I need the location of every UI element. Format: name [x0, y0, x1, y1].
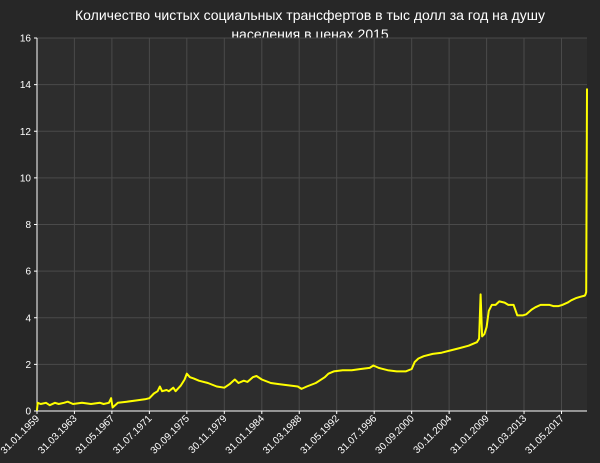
x-tick-label: 31.07.1971 [111, 413, 154, 456]
y-tick-label: 16 [20, 34, 32, 45]
y-tick-label: 8 [25, 220, 31, 231]
y-tick-label: 10 [20, 173, 32, 184]
x-tick-label: 30.09.2000 [374, 413, 417, 456]
x-tick-label: 31.03.1963 [36, 413, 79, 456]
x-tick-label: 31.01.1984 [224, 413, 267, 456]
x-tick-label: 31.01.1959 [0, 413, 42, 456]
y-tick-label: 12 [20, 127, 32, 138]
x-tick-label: 31.01.2009 [449, 413, 492, 456]
x-tick-label: 31.05.1992 [299, 413, 342, 456]
series-line [36, 88, 588, 411]
y-tick-label: 4 [25, 313, 31, 324]
x-tick-label: 31.05.2017 [523, 413, 566, 456]
x-tick-label: 31.07.1996 [336, 413, 379, 456]
x-tick-label: 30.09.1975 [149, 413, 192, 456]
y-tick-label: 0 [25, 407, 31, 418]
chart-title-line-1: Количество чистых социальных трансфертов… [75, 7, 545, 23]
y-tick-label: 6 [25, 267, 31, 278]
x-tick-label: 31.03.1988 [261, 413, 304, 456]
x-tick-label: 31.05.1967 [74, 413, 117, 456]
y-tick-label: 2 [25, 360, 31, 371]
y-tick-label: 14 [20, 80, 32, 91]
x-tick-label: 31.03.2013 [486, 413, 529, 456]
